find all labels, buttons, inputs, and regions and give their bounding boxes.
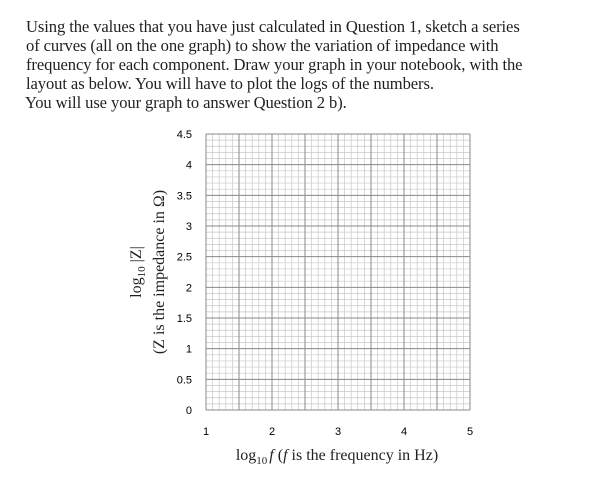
svg-text:(Z is the impedance in Ω): (Z is the impedance in Ω) <box>151 190 168 354</box>
x-tick-label: 1 <box>203 426 209 438</box>
question-line-4: layout as below. You will have to plot t… <box>26 74 434 93</box>
question-line-2: of curves (all on the one graph) to show… <box>26 36 499 55</box>
y-tick-label: 2.5 <box>177 252 192 264</box>
y-axis-ticks: 0 0.5 1 1.5 2 2.5 3 3.5 4 4.5 <box>177 129 192 417</box>
y-tick-label: 4.5 <box>177 129 192 141</box>
y-tick-label: 4 <box>186 160 192 172</box>
y-tick-label: 0 <box>186 405 192 417</box>
y-tick-label: 3.5 <box>177 190 192 202</box>
y-tick-label: 3 <box>186 221 192 233</box>
x-axis-ticks: 1 2 3 4 5 <box>203 426 473 438</box>
y-axis-title-line-2: (Z is the impedance in Ω) <box>151 190 168 354</box>
y-tick-label: 0.5 <box>177 374 192 386</box>
x-tick-label: 5 <box>467 426 473 438</box>
question-line-3: frequency for each component. Draw your … <box>26 55 523 74</box>
svg-text:log10 |Z|: log10 |Z| <box>128 246 148 298</box>
y-axis-title-line-1: log10 |Z| <box>128 246 148 298</box>
grid-major-lines <box>205 133 471 411</box>
question-line-5: You will use your graph to answer Questi… <box>25 93 347 112</box>
question-text: Using the values that you have just calc… <box>25 17 586 112</box>
x-tick-label: 2 <box>269 426 275 438</box>
x-axis-title: log10 f (f is the frequency in Hz) <box>236 447 438 467</box>
question-line-1: Using the values that you have just calc… <box>26 17 520 36</box>
x-tick-label: 3 <box>335 426 341 438</box>
y-tick-label: 2 <box>186 282 192 294</box>
x-tick-label: 4 <box>401 426 407 438</box>
y-tick-label: 1.5 <box>177 313 192 325</box>
y-tick-label: 1 <box>186 344 192 356</box>
